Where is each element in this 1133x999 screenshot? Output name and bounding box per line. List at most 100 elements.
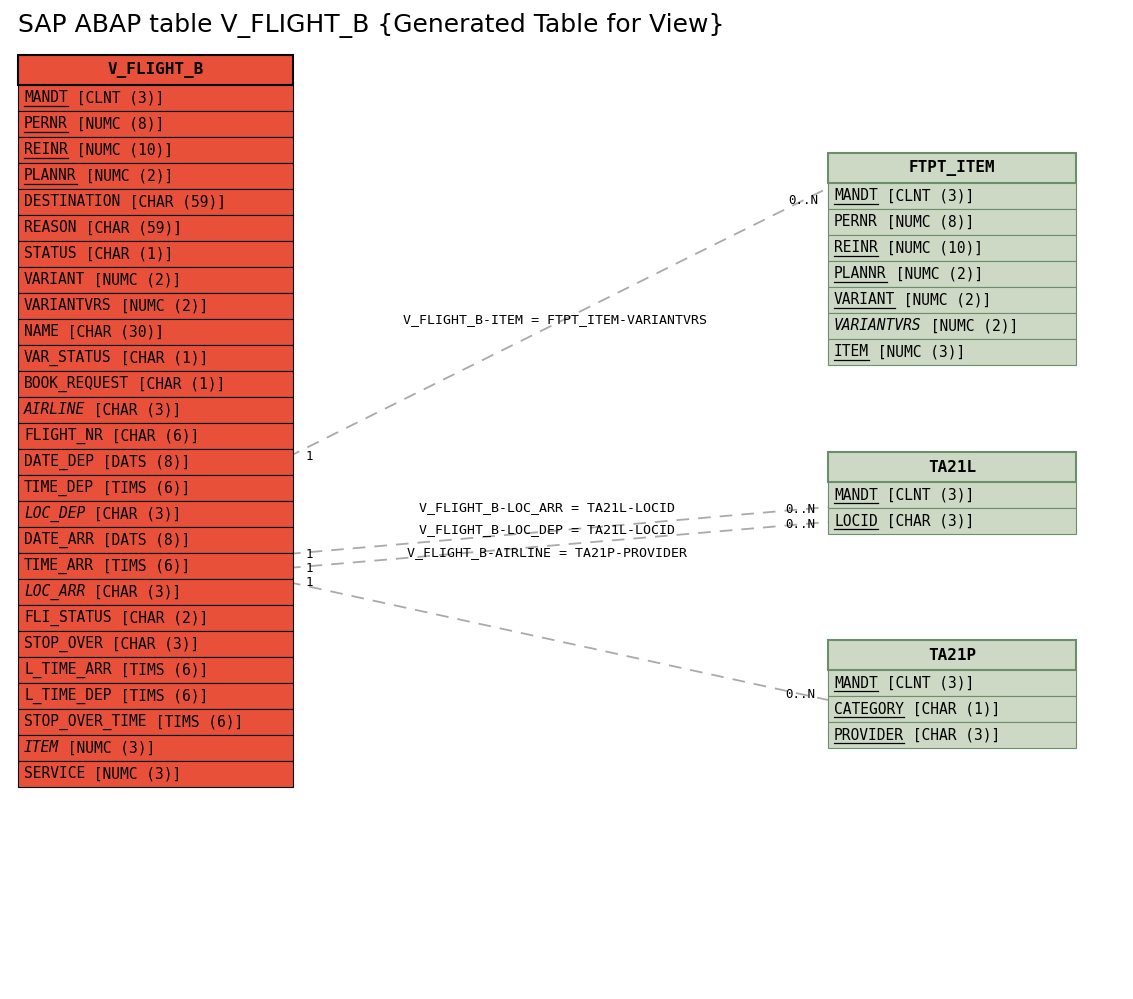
- Bar: [828, 508, 1076, 534]
- Bar: [828, 339, 1076, 365]
- Text: LOCID: LOCID: [834, 513, 878, 528]
- Text: 1: 1: [306, 575, 314, 588]
- Text: [CHAR (3)]: [CHAR (3)]: [85, 403, 181, 418]
- Text: 1: 1: [306, 451, 314, 464]
- Text: MANDT: MANDT: [834, 675, 878, 690]
- Text: [NUMC (8)]: [NUMC (8)]: [878, 215, 974, 230]
- Bar: [828, 482, 1076, 508]
- Text: FLIGHT_NR: FLIGHT_NR: [24, 428, 103, 445]
- Bar: [18, 709, 293, 735]
- Bar: [18, 579, 293, 605]
- Text: 0..N: 0..N: [785, 502, 815, 515]
- Bar: [18, 163, 293, 189]
- Bar: [828, 670, 1076, 696]
- Bar: [828, 696, 1076, 722]
- Text: [NUMC (2)]: [NUMC (2)]: [887, 267, 983, 282]
- Bar: [18, 605, 293, 631]
- Bar: [18, 345, 293, 371]
- Bar: [18, 449, 293, 475]
- Text: [CHAR (3)]: [CHAR (3)]: [904, 727, 1000, 742]
- Text: [TIMS (6)]: [TIMS (6)]: [112, 688, 208, 703]
- Bar: [828, 287, 1076, 313]
- Text: DESTINATION: DESTINATION: [24, 195, 120, 210]
- Text: VAR_STATUS: VAR_STATUS: [24, 350, 111, 366]
- Text: MANDT: MANDT: [24, 91, 68, 106]
- Text: FTPT_ITEM: FTPT_ITEM: [909, 160, 995, 176]
- Bar: [18, 423, 293, 449]
- Bar: [828, 235, 1076, 261]
- Text: TA21P: TA21P: [928, 647, 976, 662]
- Text: [CLNT (3)]: [CLNT (3)]: [878, 488, 974, 502]
- Bar: [828, 640, 1076, 670]
- Text: REINR: REINR: [834, 241, 878, 256]
- Bar: [828, 261, 1076, 287]
- Text: DATE_ARR: DATE_ARR: [24, 531, 94, 548]
- Bar: [18, 55, 293, 85]
- Text: [NUMC (2)]: [NUMC (2)]: [77, 169, 173, 184]
- Bar: [828, 313, 1076, 339]
- Text: [NUMC (2)]: [NUMC (2)]: [895, 293, 991, 308]
- Text: [NUMC (3)]: [NUMC (3)]: [85, 766, 181, 781]
- Text: [CHAR (30)]: [CHAR (30)]: [59, 325, 164, 340]
- Text: VARIANT: VARIANT: [24, 273, 85, 288]
- Text: PLANNR: PLANNR: [834, 267, 886, 282]
- Text: V_FLIGHT_B: V_FLIGHT_B: [108, 62, 204, 78]
- Text: CATEGORY: CATEGORY: [834, 701, 904, 716]
- Text: [NUMC (3)]: [NUMC (3)]: [869, 345, 965, 360]
- Text: [CHAR (59)]: [CHAR (59)]: [120, 195, 225, 210]
- Text: SERVICE: SERVICE: [24, 766, 85, 781]
- Text: L_TIME_ARR: L_TIME_ARR: [24, 662, 111, 678]
- Bar: [18, 137, 293, 163]
- Text: [TIMS (6)]: [TIMS (6)]: [147, 714, 244, 729]
- Text: 0..N: 0..N: [787, 194, 818, 207]
- Bar: [18, 735, 293, 761]
- Text: [DATS (8)]: [DATS (8)]: [94, 532, 190, 547]
- Bar: [18, 319, 293, 345]
- Text: [CHAR (59)]: [CHAR (59)]: [77, 221, 181, 236]
- Bar: [18, 553, 293, 579]
- Text: AIRLINE: AIRLINE: [24, 403, 85, 418]
- Text: [CHAR (3)]: [CHAR (3)]: [85, 506, 181, 521]
- Text: LOC_ARR: LOC_ARR: [24, 583, 85, 600]
- Text: REINR: REINR: [24, 143, 68, 158]
- Text: [CHAR (2)]: [CHAR (2)]: [112, 610, 208, 625]
- Text: 1: 1: [306, 547, 314, 560]
- Text: [TIMS (6)]: [TIMS (6)]: [94, 558, 190, 573]
- Text: [CLNT (3)]: [CLNT (3)]: [878, 675, 974, 690]
- Text: [CHAR (3)]: [CHAR (3)]: [878, 513, 974, 528]
- Text: STATUS: STATUS: [24, 247, 77, 262]
- Bar: [18, 85, 293, 111]
- Text: [CHAR (1)]: [CHAR (1)]: [129, 377, 225, 392]
- Bar: [18, 683, 293, 709]
- Text: [NUMC (2)]: [NUMC (2)]: [85, 273, 181, 288]
- Bar: [18, 293, 293, 319]
- Text: NAME: NAME: [24, 325, 59, 340]
- Text: SAP ABAP table V_FLIGHT_B {Generated Table for View}: SAP ABAP table V_FLIGHT_B {Generated Tab…: [18, 13, 724, 38]
- Text: REASON: REASON: [24, 221, 77, 236]
- Text: [NUMC (10)]: [NUMC (10)]: [68, 143, 173, 158]
- Text: [CLNT (3)]: [CLNT (3)]: [878, 189, 974, 204]
- Bar: [18, 111, 293, 137]
- Text: [NUMC (3)]: [NUMC (3)]: [59, 740, 155, 755]
- Text: PERNR: PERNR: [24, 117, 68, 132]
- Bar: [828, 153, 1076, 183]
- Text: [NUMC (10)]: [NUMC (10)]: [878, 241, 983, 256]
- Text: [TIMS (6)]: [TIMS (6)]: [112, 662, 208, 677]
- Text: VARIANTVRS: VARIANTVRS: [24, 299, 111, 314]
- Bar: [18, 475, 293, 501]
- Text: 1: 1: [306, 561, 314, 574]
- Text: [TIMS (6)]: [TIMS (6)]: [94, 481, 190, 496]
- Text: L_TIME_DEP: L_TIME_DEP: [24, 688, 111, 704]
- Text: [CLNT (3)]: [CLNT (3)]: [68, 91, 164, 106]
- Text: STOP_OVER_TIME: STOP_OVER_TIME: [24, 714, 146, 730]
- Bar: [18, 371, 293, 397]
- Text: V_FLIGHT_B-LOC_ARR = TA21L-LOCID: V_FLIGHT_B-LOC_ARR = TA21L-LOCID: [419, 501, 675, 514]
- Bar: [18, 657, 293, 683]
- Text: [CHAR (3)]: [CHAR (3)]: [85, 584, 181, 599]
- Text: [NUMC (2)]: [NUMC (2)]: [112, 299, 208, 314]
- Text: PLANNR: PLANNR: [24, 169, 77, 184]
- Text: TIME_ARR: TIME_ARR: [24, 557, 94, 574]
- Text: TA21L: TA21L: [928, 460, 976, 475]
- Bar: [18, 631, 293, 657]
- Text: [NUMC (2)]: [NUMC (2)]: [922, 319, 1019, 334]
